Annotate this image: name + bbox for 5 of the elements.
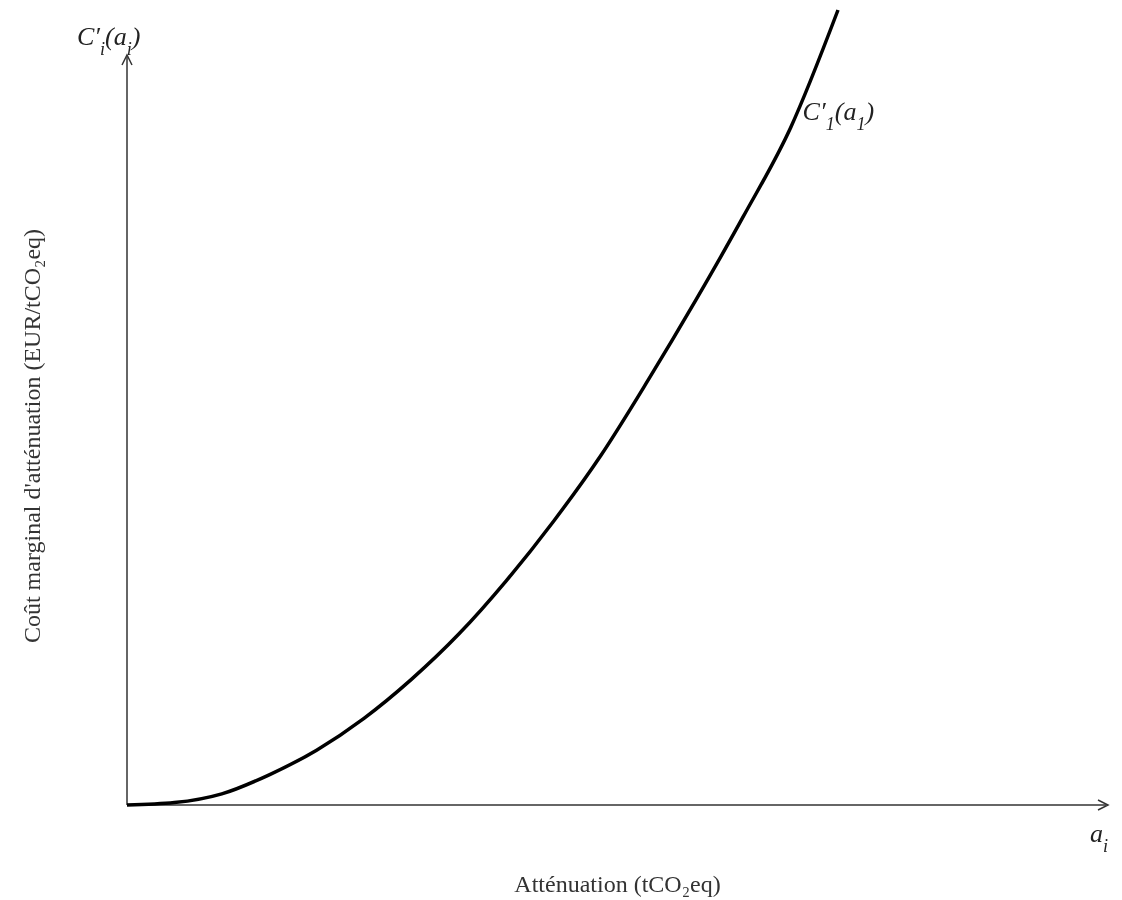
series-label: C′$_{1}$(a$_{1}$) [802, 96, 875, 134]
annotation: C′$_{i}$(a$_{i}$) [77, 22, 141, 59]
y-axis-title: Coût marginal d'atténuation (EUR/tCO₂eq) [19, 228, 45, 644]
x-axis-title: Atténuation (tCO₂eq) [514, 871, 721, 897]
text: a$_{i}$ [1090, 819, 1109, 856]
